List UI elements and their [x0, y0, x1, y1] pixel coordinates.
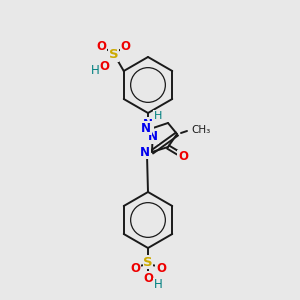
Text: N: N — [141, 122, 151, 134]
Text: H: H — [90, 64, 99, 77]
Text: S: S — [143, 256, 153, 268]
Text: N: N — [140, 146, 150, 158]
Text: O: O — [97, 40, 107, 52]
Text: N: N — [143, 118, 153, 130]
Text: O: O — [143, 272, 153, 284]
Text: O: O — [100, 59, 110, 73]
Text: CH₃: CH₃ — [191, 125, 210, 135]
Text: O: O — [130, 262, 140, 275]
Text: H: H — [154, 278, 162, 292]
Text: O: O — [121, 40, 131, 52]
Text: H: H — [154, 111, 162, 121]
Text: O: O — [156, 262, 166, 275]
Text: N: N — [148, 130, 158, 143]
Text: O: O — [178, 151, 188, 164]
Text: S: S — [109, 49, 118, 62]
